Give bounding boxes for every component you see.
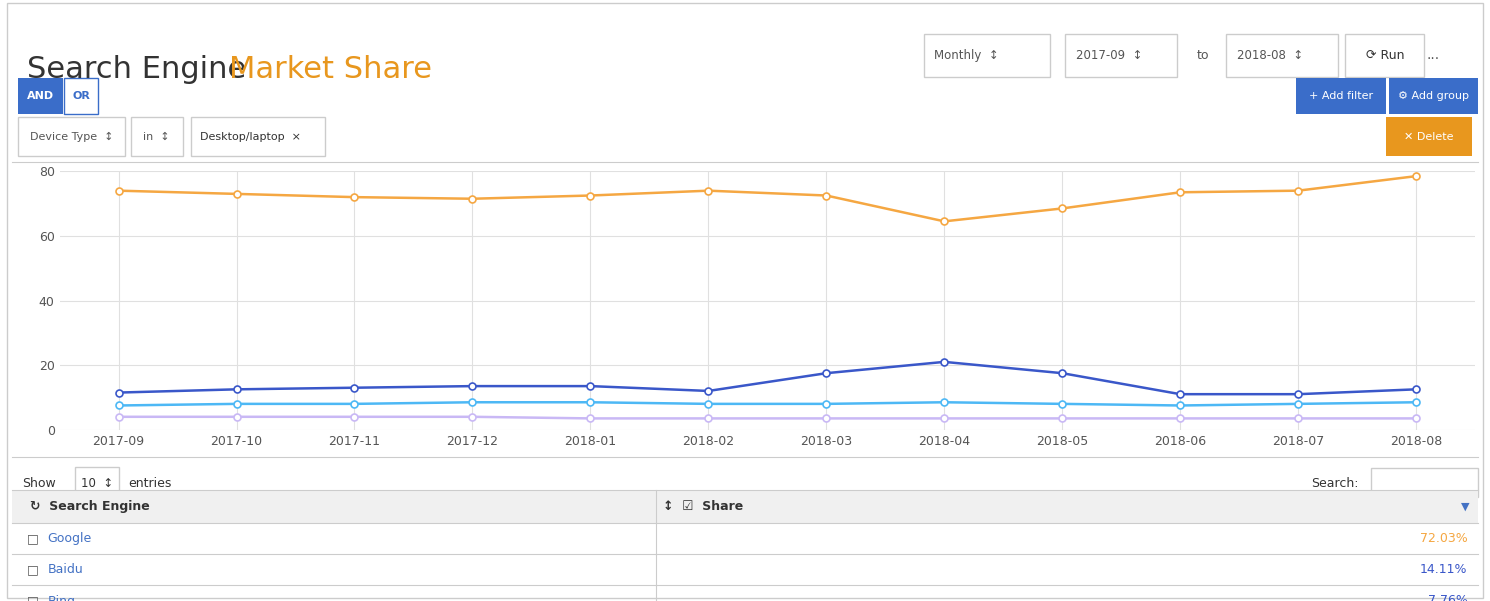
Yahoo!: Share: (2, 4): Share: (2, 4) [346,413,364,421]
Text: □: □ [27,532,39,545]
Text: 10  ↕: 10 ↕ [80,477,113,490]
Text: Search:: Search: [1311,477,1359,490]
Text: 72.03%: 72.03% [1420,532,1468,545]
Text: 7.76%: 7.76% [1427,594,1468,601]
Text: OR: OR [73,91,89,101]
Line: Baidu: Share: Baidu: Share [115,358,1420,398]
Baidu: Share: (11, 12.5): Share: (11, 12.5) [1407,386,1424,393]
Google: Share: (5, 74): Share: (5, 74) [699,187,717,194]
Baidu: Share: (9, 11): Share: (9, 11) [1171,391,1189,398]
Text: Monthly  ↕: Monthly ↕ [934,49,998,62]
Text: in  ↕: in ↕ [143,132,170,142]
Bing: Share: (10, 8): Share: (10, 8) [1289,400,1307,407]
Text: Desktop/laptop  ×: Desktop/laptop × [200,132,301,142]
Bing: Share: (3, 8.5): Share: (3, 8.5) [463,398,481,406]
Yahoo!: Share: (7, 3.5): Share: (7, 3.5) [936,415,954,422]
Bing: Share: (2, 8): Share: (2, 8) [346,400,364,407]
Yahoo!: Share: (4, 3.5): Share: (4, 3.5) [581,415,599,422]
Google: Share: (3, 71.5): Share: (3, 71.5) [463,195,481,203]
Baidu: Share: (5, 12): Share: (5, 12) [699,388,717,395]
Google: Share: (11, 78.5): Share: (11, 78.5) [1407,172,1424,180]
Bing: Share: (11, 8.5): Share: (11, 8.5) [1407,398,1424,406]
Yahoo!: Share: (3, 4): Share: (3, 4) [463,413,481,421]
Baidu: Share: (8, 17.5): Share: (8, 17.5) [1053,370,1071,377]
Text: Baidu: Baidu [48,563,83,576]
Baidu: Share: (4, 13.5): Share: (4, 13.5) [581,382,599,389]
Bing: Share: (8, 8): Share: (8, 8) [1053,400,1071,407]
Baidu: Share: (3, 13.5): Share: (3, 13.5) [463,382,481,389]
Text: □: □ [27,594,39,601]
Text: ...: ... [1427,48,1439,63]
Text: Market Share: Market Share [229,55,432,84]
Baidu: Share: (0, 11.5): Share: (0, 11.5) [110,389,128,396]
Text: ⚙ Add group: ⚙ Add group [1398,91,1469,101]
Google: Share: (1, 73): Share: (1, 73) [228,191,246,198]
Text: + Add filter: + Add filter [1308,91,1374,101]
Bing: Share: (5, 8): Share: (5, 8) [699,400,717,407]
Google: Share: (4, 72.5): Share: (4, 72.5) [581,192,599,199]
Text: Device Type  ↕: Device Type ↕ [30,132,113,142]
Baidu: Share: (7, 21): Share: (7, 21) [936,358,954,365]
Yahoo!: Share: (1, 4): Share: (1, 4) [228,413,246,421]
Text: □: □ [27,563,39,576]
Text: AND: AND [27,91,54,101]
Baidu: Share: (10, 11): Share: (10, 11) [1289,391,1307,398]
Yahoo!: Share: (8, 3.5): Share: (8, 3.5) [1053,415,1071,422]
Yahoo!: Share: (6, 3.5): Share: (6, 3.5) [818,415,836,422]
Yahoo!: Share: (5, 3.5): Share: (5, 3.5) [699,415,717,422]
Text: ↕  ☑  Share: ↕ ☑ Share [663,500,744,513]
Yahoo!: Share: (0, 4): Share: (0, 4) [110,413,128,421]
Text: ↻  Search Engine: ↻ Search Engine [30,500,149,513]
Text: to: to [1196,49,1210,62]
Bing: Share: (1, 8): Share: (1, 8) [228,400,246,407]
Text: Bing: Bing [48,594,76,601]
Baidu: Share: (2, 13): Share: (2, 13) [346,384,364,391]
Text: ▼: ▼ [1460,501,1469,511]
Google: Share: (6, 72.5): Share: (6, 72.5) [818,192,836,199]
Bing: Share: (7, 8.5): Share: (7, 8.5) [936,398,954,406]
Text: 2017-09  ↕: 2017-09 ↕ [1076,49,1143,62]
Baidu: Share: (1, 12.5): Share: (1, 12.5) [228,386,246,393]
Google: Share: (2, 72): Share: (2, 72) [346,194,364,201]
Text: entries: entries [128,477,171,490]
Text: Show: Show [22,477,57,490]
Google: Share: (7, 64.5): Share: (7, 64.5) [936,218,954,225]
Google: Share: (9, 73.5): Share: (9, 73.5) [1171,189,1189,196]
Yahoo!: Share: (10, 3.5): Share: (10, 3.5) [1289,415,1307,422]
Text: ✕ Delete: ✕ Delete [1404,132,1454,142]
Google: Share: (0, 74): Share: (0, 74) [110,187,128,194]
Legend: Baidu: Share, Bing: Share, Google: Share, Yahoo!: Share: Baidu: Share, Bing: Share, Google: Share… [538,493,997,513]
Yahoo!: Share: (9, 3.5): Share: (9, 3.5) [1171,415,1189,422]
Line: Yahoo!: Share: Yahoo!: Share [115,413,1420,422]
Baidu: Share: (6, 17.5): Share: (6, 17.5) [818,370,836,377]
Text: 14.11%: 14.11% [1420,563,1468,576]
Bing: Share: (9, 7.5): Share: (9, 7.5) [1171,402,1189,409]
Bing: Share: (6, 8): Share: (6, 8) [818,400,836,407]
Bing: Share: (4, 8.5): Share: (4, 8.5) [581,398,599,406]
Text: 2018-08  ↕: 2018-08 ↕ [1237,49,1302,62]
Google: Share: (10, 74): Share: (10, 74) [1289,187,1307,194]
Google: Share: (8, 68.5): Share: (8, 68.5) [1053,205,1071,212]
Yahoo!: Share: (11, 3.5): Share: (11, 3.5) [1407,415,1424,422]
Bing: Share: (0, 7.5): Share: (0, 7.5) [110,402,128,409]
Line: Bing: Share: Bing: Share [115,399,1420,409]
Text: Google: Google [48,532,92,545]
Text: ⟳ Run: ⟳ Run [1366,49,1404,62]
Line: Google: Share: Google: Share [115,172,1420,225]
Text: Search Engine: Search Engine [27,55,256,84]
